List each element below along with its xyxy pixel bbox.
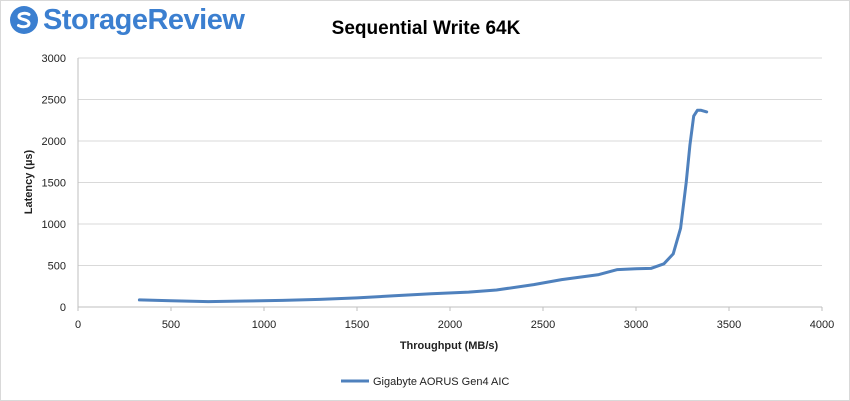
x-tick-label: 1000 <box>252 319 276 331</box>
chart-title: Sequential Write 64K <box>332 18 521 39</box>
y-tick-labels: 0 500 1000 1500 2000 2500 3000 <box>42 53 66 314</box>
storagereview-logo: StorageReview <box>9 4 245 36</box>
logo-text: StorageReview <box>43 4 245 36</box>
y-tick-label: 0 <box>60 302 66 314</box>
y-tick-label: 1000 <box>42 219 66 231</box>
y-tick-label: 2500 <box>42 95 66 107</box>
axes <box>77 58 823 311</box>
storagereview-logo-icon <box>10 6 38 34</box>
y-tick-label: 2000 <box>42 136 66 148</box>
legend-label: Gigabyte AORUS Gen4 AIC <box>373 376 509 388</box>
y-tick-label: 500 <box>48 261 66 273</box>
x-tick-labels: 0 500 1000 1500 2000 2500 3000 3500 4000 <box>75 319 834 331</box>
y-tick-label: 3000 <box>42 53 66 65</box>
x-tick-label: 500 <box>162 319 180 331</box>
x-tick-label: 3000 <box>624 319 648 331</box>
series-line-0 <box>137 108 709 304</box>
x-tick-label: 3500 <box>717 319 741 331</box>
x-tick-label: 2500 <box>531 319 555 331</box>
series-lines <box>137 108 709 304</box>
legend: Gigabyte AORUS Gen4 AIC <box>341 376 509 388</box>
gridlines <box>78 57 822 266</box>
x-tick-label: 2000 <box>438 319 462 331</box>
x-axis-title: Throughput (MB/s) <box>400 340 499 352</box>
x-tick-label: 1500 <box>345 319 369 331</box>
x-tick-label: 4000 <box>810 319 834 331</box>
y-axis-title: Latency (µs) <box>23 149 35 214</box>
x-tick-label: 0 <box>75 319 81 331</box>
y-tick-label: 1500 <box>42 178 66 190</box>
